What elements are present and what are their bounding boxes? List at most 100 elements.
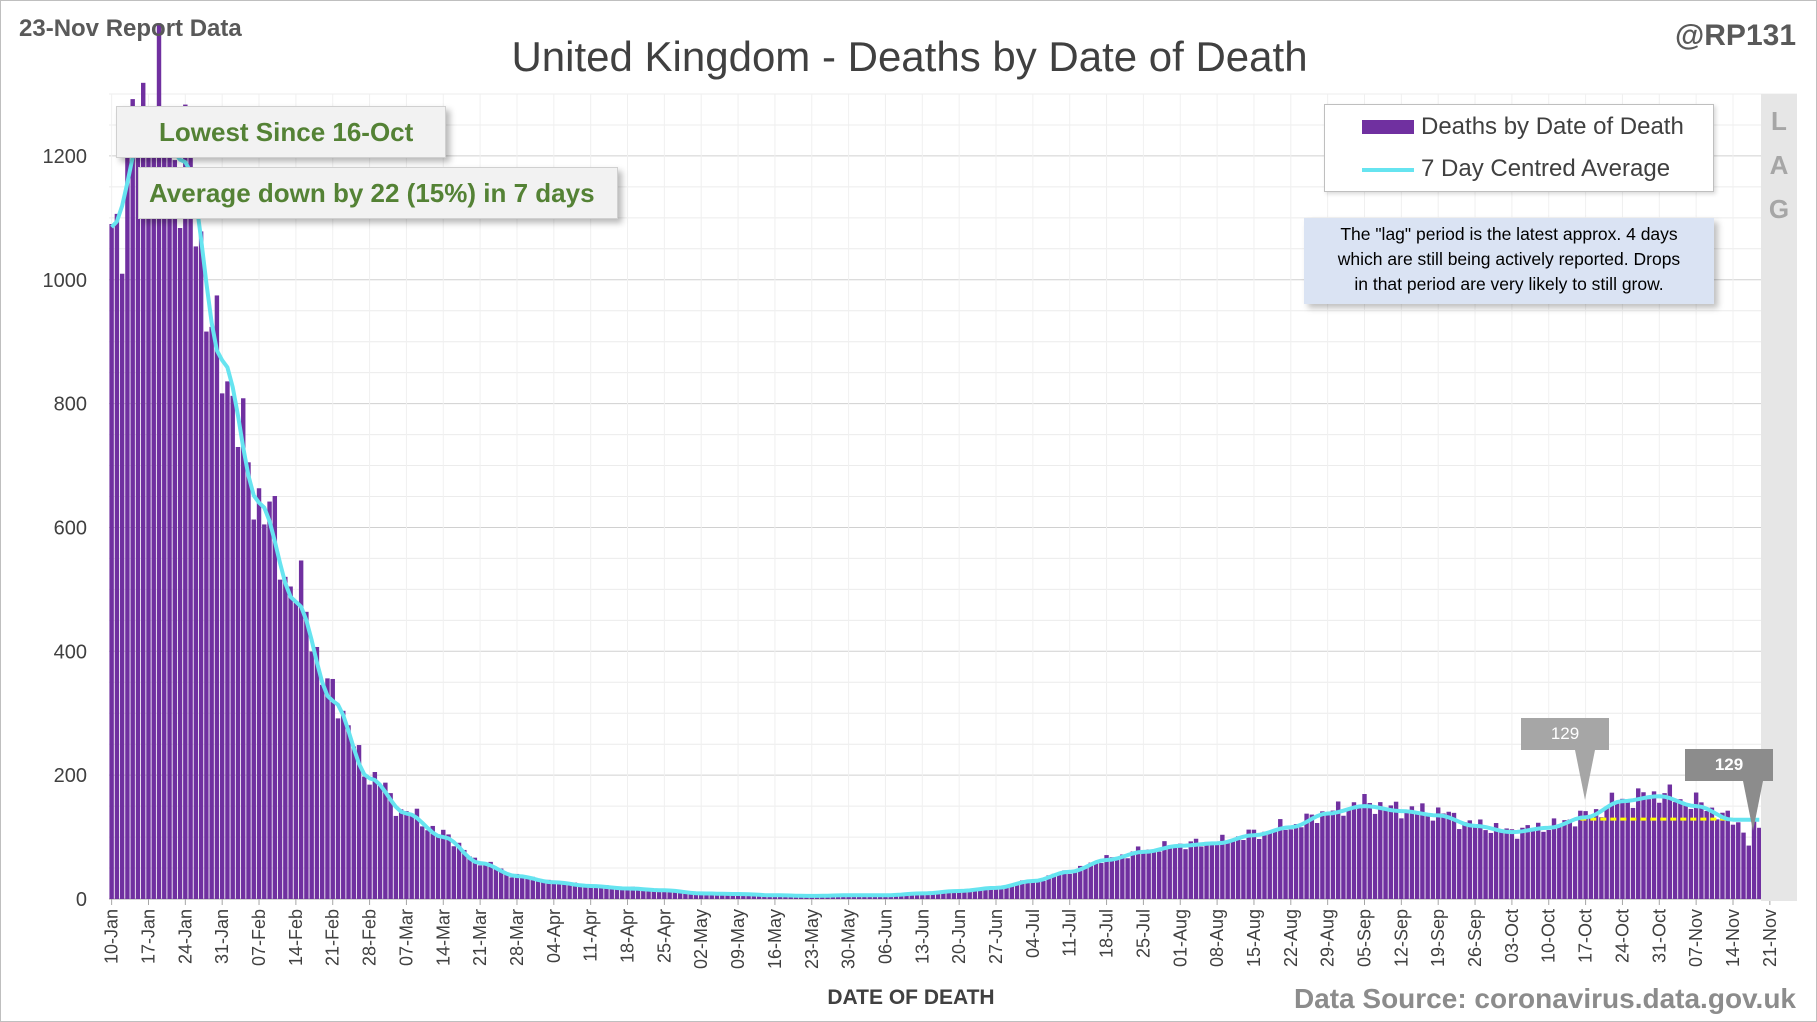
deaths-bar xyxy=(1078,865,1083,899)
deaths-bar xyxy=(446,834,451,899)
deaths-bar xyxy=(914,892,920,899)
deaths-bar xyxy=(1551,818,1557,899)
deaths-bar xyxy=(1278,819,1283,899)
y-tick-label: 600 xyxy=(54,517,87,539)
deaths-bar xyxy=(1414,812,1420,899)
deaths-bar xyxy=(598,885,604,899)
deaths-bar xyxy=(1046,875,1051,899)
x-tick-label: 10-Oct xyxy=(1539,909,1559,963)
deaths-bar xyxy=(1120,854,1125,899)
deaths-bar xyxy=(667,890,672,899)
y-tick-label: 200 xyxy=(54,765,87,787)
legend-swatch-bars xyxy=(1362,120,1414,134)
deaths-bar xyxy=(277,579,283,899)
deaths-bar xyxy=(983,889,988,899)
deaths-bar xyxy=(262,524,267,899)
x-tick-label: 25-Jul xyxy=(1133,909,1153,958)
deaths-bar xyxy=(1072,871,1078,899)
deaths-bar xyxy=(556,881,562,899)
deaths-bar xyxy=(1720,812,1725,899)
deaths-bar xyxy=(493,867,499,899)
deaths-bar xyxy=(314,646,320,899)
deaths-bar xyxy=(1362,794,1367,899)
deaths-bar xyxy=(1467,820,1472,899)
deaths-bar xyxy=(588,885,593,899)
deaths-bar xyxy=(967,889,972,899)
deaths-bar xyxy=(841,895,846,899)
deaths-bar xyxy=(1441,813,1446,899)
x-tick-label: 15-Aug xyxy=(1244,909,1264,967)
lag-letter-a: A xyxy=(1769,150,1789,180)
deaths-bar xyxy=(962,889,967,899)
x-tick-label: 13-Jun xyxy=(912,909,932,964)
marker-label-right: 129 xyxy=(1685,749,1773,781)
deaths-bar xyxy=(1062,870,1067,899)
deaths-bar xyxy=(1330,810,1336,899)
deaths-bar xyxy=(135,157,141,900)
deaths-bar xyxy=(193,246,199,900)
deaths-bar xyxy=(1114,858,1120,899)
deaths-bar xyxy=(430,825,435,899)
deaths-bar xyxy=(693,892,699,899)
deaths-bar xyxy=(720,893,725,899)
deaths-bar xyxy=(146,157,151,899)
deaths-bar xyxy=(988,887,993,899)
deaths-bar xyxy=(1320,811,1325,899)
deaths-bar xyxy=(1346,810,1351,899)
deaths-bar xyxy=(488,861,493,899)
deaths-bar xyxy=(930,892,936,899)
deaths-bar xyxy=(704,892,709,899)
deaths-bar xyxy=(225,381,230,899)
deaths-bar xyxy=(1393,801,1399,899)
x-tick-label: 19-Sep xyxy=(1428,909,1448,967)
deaths-bar xyxy=(756,894,762,899)
deaths-bar xyxy=(1641,792,1646,899)
x-tick-label: 11-Apr xyxy=(581,909,601,962)
deaths-bar xyxy=(1488,832,1494,899)
author-handle: @RP131 xyxy=(1675,19,1796,52)
deaths-bar xyxy=(1636,788,1641,899)
deaths-bar xyxy=(1199,846,1204,899)
callout-average-change: Average down by 22 (15%) in 7 days xyxy=(138,167,618,219)
deaths-bar xyxy=(356,745,362,899)
deaths-bar xyxy=(1162,841,1167,899)
deaths-bar xyxy=(1041,880,1046,899)
deaths-bar xyxy=(188,143,193,899)
deaths-bar xyxy=(1614,803,1620,899)
lag-note-line-1: The "lag" period is the latest approx. 4… xyxy=(1340,224,1678,244)
deaths-bar xyxy=(741,894,746,899)
x-tick-label: 29-Aug xyxy=(1318,909,1338,967)
deaths-bar xyxy=(409,813,414,899)
deaths-bar xyxy=(1546,829,1551,899)
deaths-bar xyxy=(593,886,599,899)
y-tick-label: 400 xyxy=(54,641,87,663)
deaths-bar xyxy=(1493,823,1499,899)
deaths-bar xyxy=(725,894,730,899)
deaths-bar xyxy=(1083,867,1088,899)
deaths-bar xyxy=(567,884,572,899)
deaths-bar xyxy=(1357,806,1362,899)
deaths-bar xyxy=(1604,808,1609,899)
deaths-bar xyxy=(309,651,314,899)
lag-note-line-3: in that period are very likely to still … xyxy=(1354,274,1664,294)
deaths-bar xyxy=(1135,846,1141,899)
deaths-bar xyxy=(372,772,378,899)
deaths-bar xyxy=(625,888,630,899)
x-tick-label: 31-Oct xyxy=(1649,909,1669,963)
deaths-bar xyxy=(1299,827,1304,899)
x-tick-label: 21-Nov xyxy=(1760,909,1780,967)
deaths-bar xyxy=(630,886,635,899)
deaths-bar xyxy=(1714,819,1720,899)
deaths-bar xyxy=(167,149,172,899)
deaths-bar xyxy=(656,889,662,899)
deaths-bar xyxy=(119,273,125,900)
deaths-bar xyxy=(1183,849,1188,899)
deaths-bar xyxy=(404,811,409,899)
deaths-bar xyxy=(435,834,441,899)
deaths-bar xyxy=(1288,829,1294,899)
deaths-bar xyxy=(520,875,525,899)
deaths-bar xyxy=(1088,862,1093,899)
deaths-bar xyxy=(614,887,620,899)
deaths-bar xyxy=(1451,812,1457,899)
y-tick-label: 1200 xyxy=(43,146,88,168)
